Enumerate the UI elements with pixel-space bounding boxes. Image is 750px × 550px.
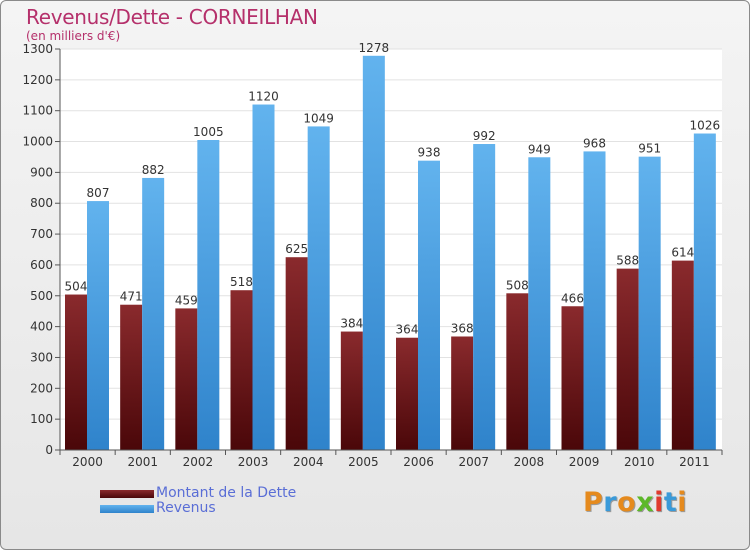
y-tick-label: 100 [30, 412, 53, 426]
bar-dette [506, 293, 529, 450]
y-tick-label: 1100 [22, 104, 53, 118]
legend-label-dette: Montant de la Dette [156, 485, 297, 501]
bar-dette [340, 331, 363, 450]
legend-item-dette: Montant de la Dette [100, 486, 296, 501]
x-tick-label: 2006 [403, 455, 434, 469]
chart-subtitle: (en milliers d'€) [26, 29, 121, 43]
y-tick-label: 500 [30, 289, 53, 303]
data-label-revenus: 968 [583, 136, 606, 150]
legend-item-revenus: Revenus [100, 501, 296, 516]
y-tick-label: 1300 [22, 42, 53, 56]
data-label-revenus: 1278 [359, 41, 390, 55]
bar-dette [120, 304, 143, 450]
bar-revenus [693, 133, 716, 450]
legend-swatch-revenus [100, 504, 154, 513]
data-label-revenus: 938 [418, 146, 441, 160]
y-tick-label: 1000 [22, 135, 53, 149]
bar-revenus [252, 104, 275, 451]
logo-letter: i [654, 487, 664, 518]
x-tick-label: 2004 [293, 455, 324, 469]
x-tick-label: 2008 [514, 455, 545, 469]
logo-letter: o [617, 487, 637, 518]
x-tick-label: 2002 [183, 455, 214, 469]
data-label-dette: 368 [451, 321, 474, 335]
logo-letter: t [663, 487, 678, 518]
y-tick-label: 600 [30, 258, 53, 272]
data-label-revenus: 949 [528, 142, 551, 156]
bar-dette [561, 306, 584, 450]
data-label-dette: 384 [340, 317, 363, 331]
data-label-revenus: 1026 [690, 119, 721, 133]
bar-dette [396, 337, 418, 450]
y-tick-label: 1200 [22, 73, 53, 87]
y-tick-label: 0 [45, 443, 53, 457]
bar-dette [230, 290, 253, 450]
data-label-dette: 614 [671, 246, 694, 260]
y-tick-label: 700 [30, 227, 53, 241]
bar-revenus [528, 157, 551, 450]
x-tick-label: 2001 [127, 455, 158, 469]
bar-dette [65, 294, 87, 450]
chart-legend: Montant de la Dette Revenus [100, 486, 296, 516]
y-tick-label: 300 [30, 350, 53, 364]
proxiti-logo: Proxiti [583, 487, 687, 518]
x-tick-label: 2007 [458, 455, 489, 469]
bar-dette [175, 308, 198, 450]
x-tick-label: 2003 [238, 455, 269, 469]
y-tick-label: 400 [30, 320, 53, 334]
bar-dette [451, 336, 474, 450]
bar-revenus [473, 144, 496, 450]
data-label-revenus: 1005 [193, 125, 224, 139]
x-tick-label: 2011 [679, 455, 710, 469]
logo-letter: P [583, 487, 604, 518]
bar-revenus [142, 177, 165, 450]
legend-label-revenus: Revenus [156, 500, 216, 516]
bar-dette [616, 268, 639, 450]
bar-dette [285, 257, 308, 450]
data-label-revenus: 1049 [303, 111, 334, 125]
data-label-dette: 625 [285, 242, 308, 256]
x-tick-label: 2000 [72, 455, 103, 469]
data-label-revenus: 807 [87, 186, 110, 200]
data-label-dette: 471 [120, 290, 143, 304]
chart-title: Revenus/Dette - CORNEILHAN [26, 5, 318, 29]
data-label-revenus: 951 [638, 142, 661, 156]
x-tick-label: 2005 [348, 455, 379, 469]
y-tick-label: 200 [30, 381, 53, 395]
x-tick-label: 2009 [569, 455, 600, 469]
bar-revenus [362, 55, 385, 450]
bar-revenus [87, 201, 109, 450]
data-label-dette: 588 [616, 254, 639, 268]
logo-letter: r [603, 487, 618, 518]
bar-revenus [307, 126, 330, 451]
bar-revenus [197, 139, 220, 450]
x-tick-label: 2010 [624, 455, 655, 469]
bar-revenus [638, 156, 661, 450]
data-label-dette: 508 [506, 278, 529, 292]
bar-dette [671, 260, 694, 450]
y-tick-label: 900 [30, 165, 53, 179]
data-label-revenus: 882 [142, 163, 165, 177]
data-label-revenus: 1120 [248, 90, 279, 104]
data-label-dette: 504 [65, 280, 88, 294]
bar-revenus [583, 151, 606, 450]
data-label-dette: 364 [396, 323, 419, 337]
data-label-dette: 518 [230, 275, 253, 289]
y-tick-label: 800 [30, 196, 53, 210]
data-label-revenus: 992 [473, 129, 496, 143]
logo-letter: x [636, 487, 655, 518]
data-label-dette: 459 [175, 293, 198, 307]
bar-revenus [418, 160, 440, 450]
plot-area [60, 49, 722, 450]
data-label-dette: 466 [561, 291, 584, 305]
legend-swatch-dette [100, 489, 154, 498]
logo-letter: i [677, 487, 688, 518]
